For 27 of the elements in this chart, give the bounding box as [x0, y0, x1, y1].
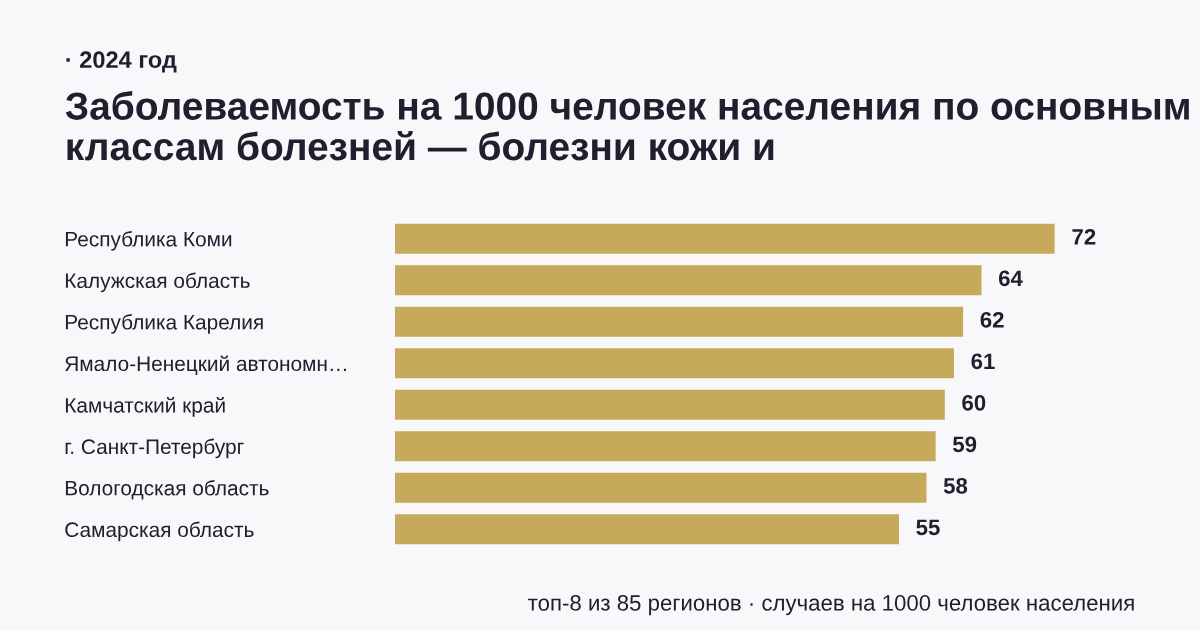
bar — [394, 389, 945, 420]
y-tick-label: Республика Карелия — [65, 314, 263, 334]
bar — [394, 306, 964, 337]
y-tick-label: Самарская область — [65, 521, 254, 542]
y-tick-label: Камчатский край — [65, 397, 225, 417]
bar — [394, 348, 954, 379]
data-label: 55 — [916, 519, 940, 536]
chart-title: Заболеваемость на 1000 человек населения по основным классам болезней — болезни кожи и — [65, 91, 1189, 161]
bar — [394, 472, 927, 503]
y-tick-label: Ямало-Ненецкий автономн… — [65, 355, 346, 376]
data-label: 60 — [962, 394, 986, 411]
y-tick-label: Республика Коми — [65, 231, 232, 251]
data-label: 62 — [980, 311, 1004, 328]
text: · 2024 год — [66, 51, 177, 73]
bar — [394, 223, 1055, 254]
data-label: 72 — [1072, 228, 1096, 245]
y-tick-label: г. Санкт-Петербург — [65, 438, 244, 459]
data-label: 59 — [952, 436, 977, 453]
bar — [394, 514, 899, 545]
data-label: 58 — [943, 477, 968, 494]
y-tick-label: Калужская область — [65, 272, 250, 293]
data-label: 64 — [998, 270, 1023, 287]
text: топ-8 из 85 регионов · случаев на 1000 человек населения — [528, 595, 1134, 616]
data-label: 61 — [971, 353, 995, 370]
bar — [394, 431, 936, 462]
bar — [394, 265, 982, 296]
y-tick-label: Вологодская область — [65, 480, 269, 500]
